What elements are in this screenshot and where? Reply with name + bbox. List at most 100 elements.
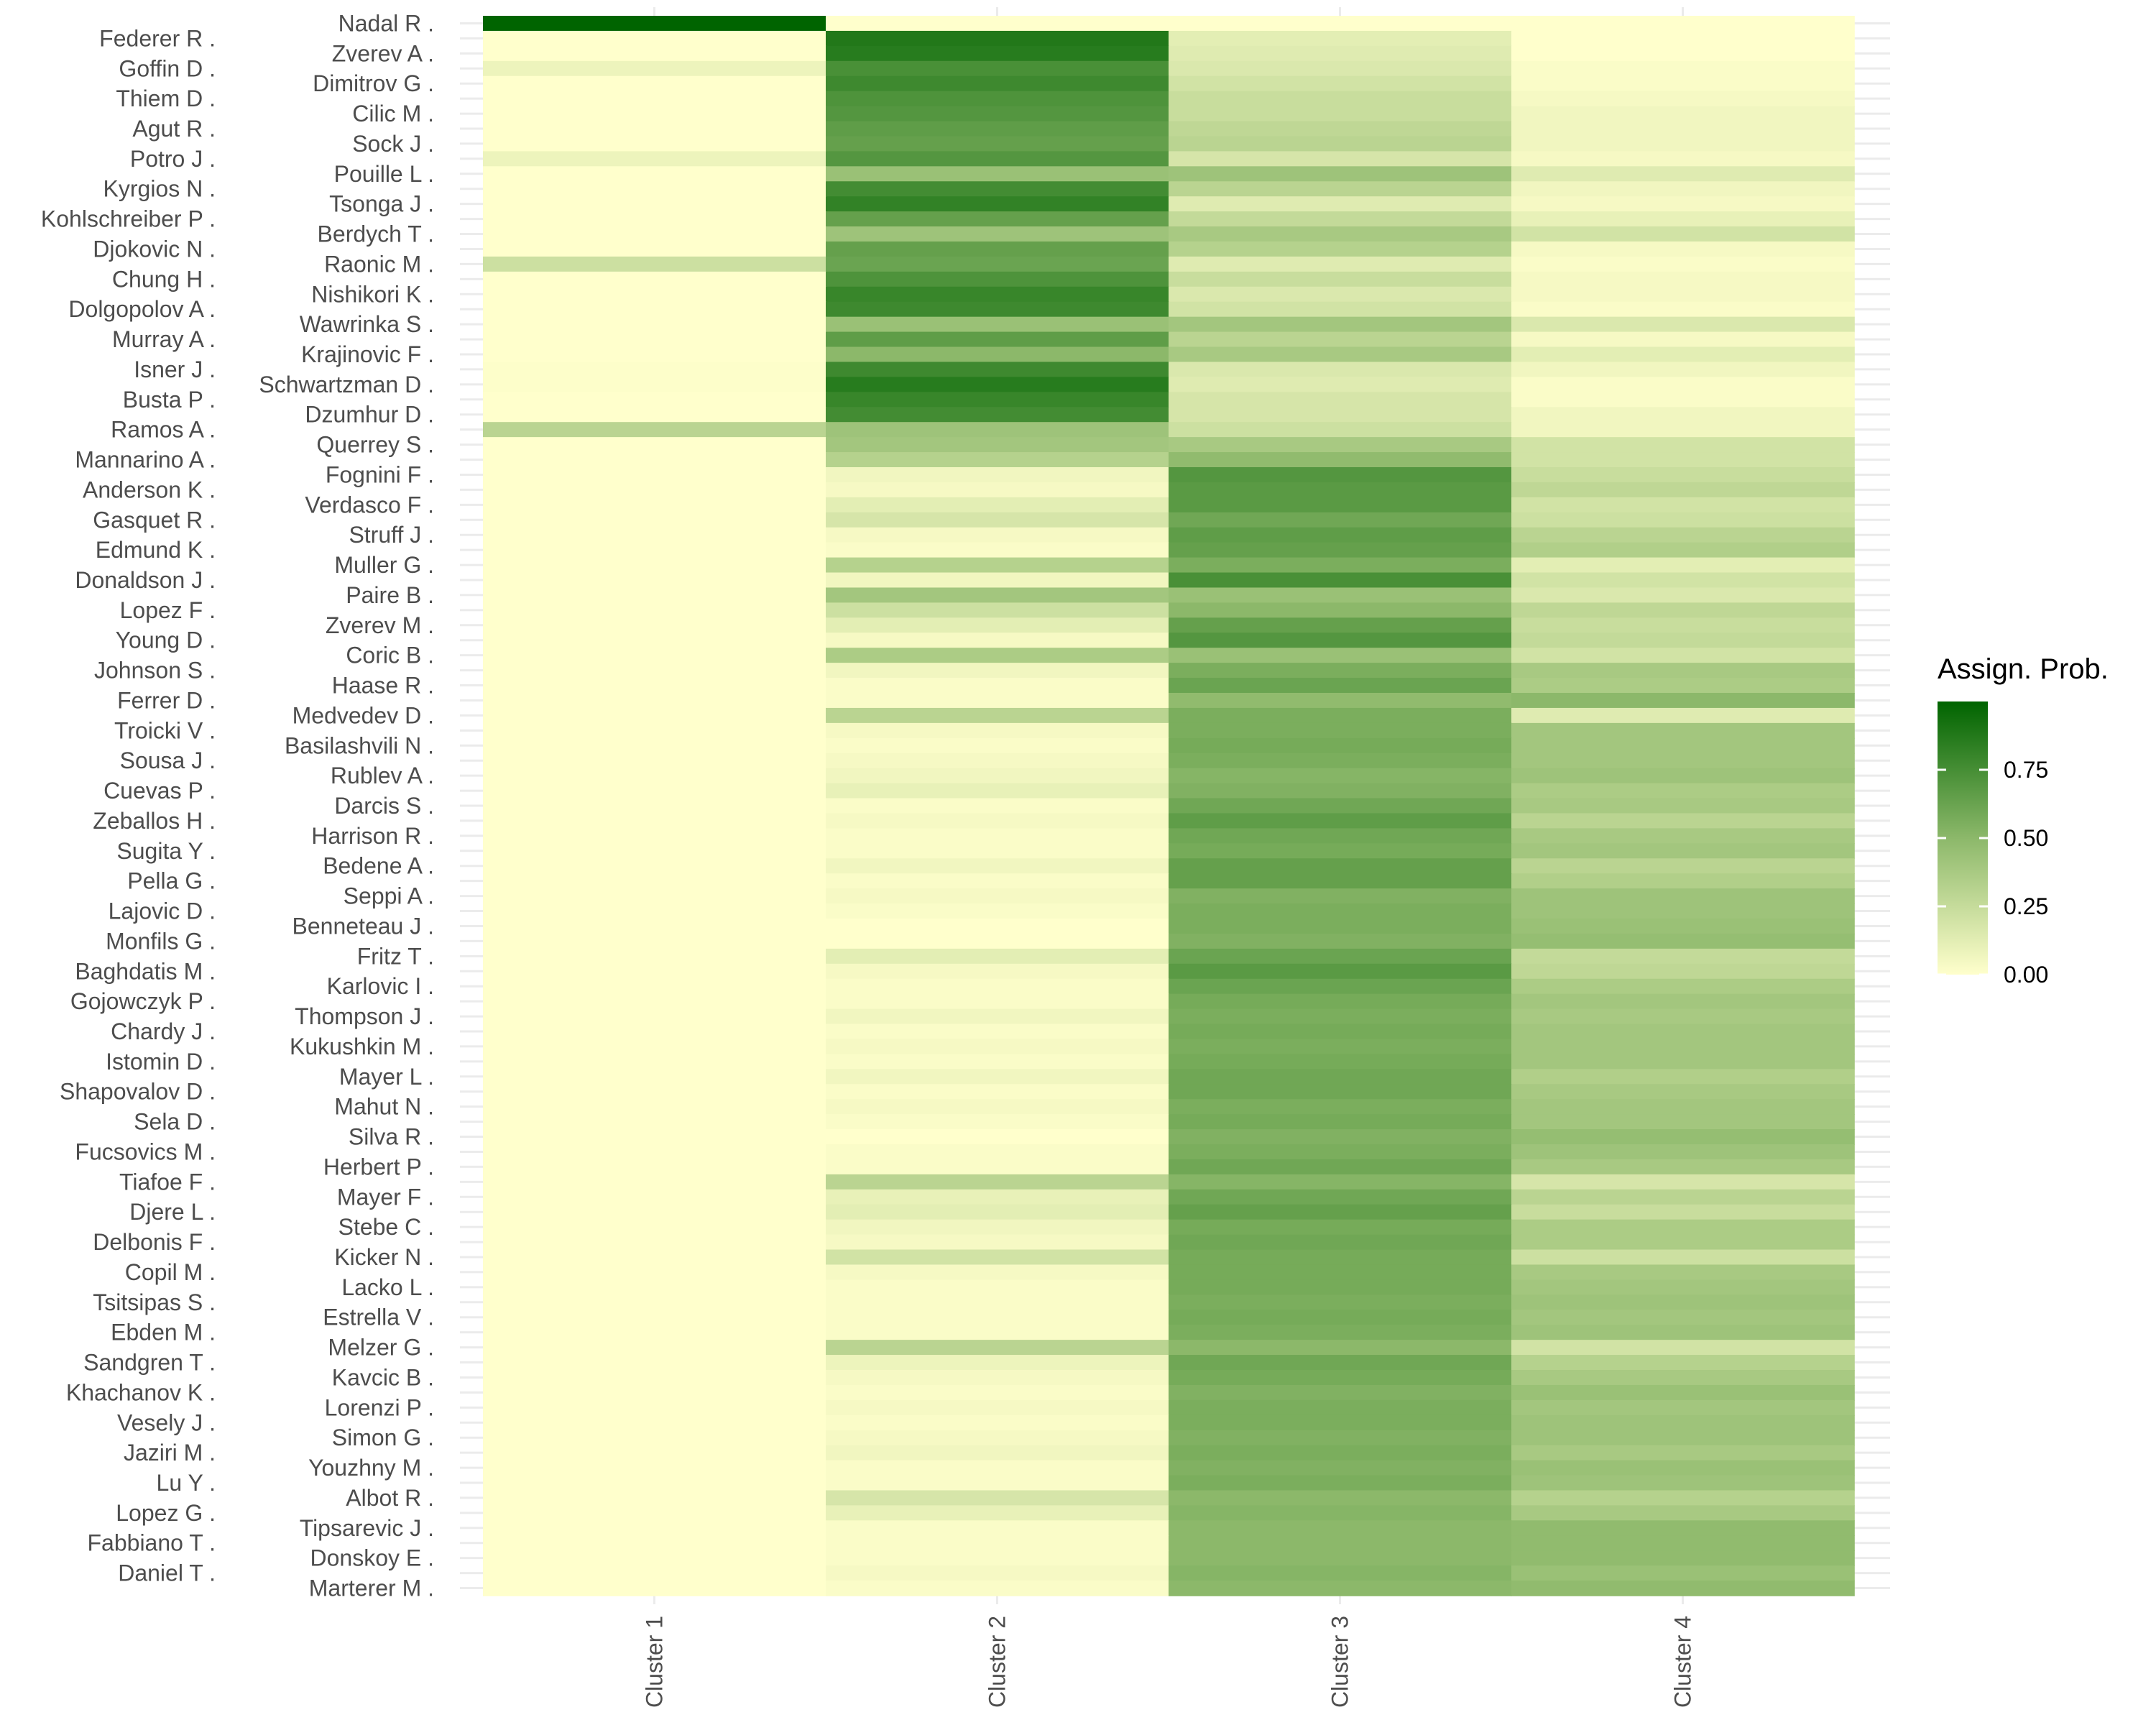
heatmap-cell bbox=[483, 828, 826, 845]
y-tick-label: Tsonga J . bbox=[329, 191, 434, 217]
heatmap-cell bbox=[1169, 1399, 1512, 1416]
heatmap-cell bbox=[1169, 121, 1512, 137]
heatmap-cell bbox=[1169, 16, 1512, 32]
heatmap-cell bbox=[1169, 1370, 1512, 1386]
y-tick-label: Darcis S . bbox=[334, 793, 434, 819]
heatmap-cell bbox=[826, 557, 1169, 574]
y-tick-label: Tipsarevic J . bbox=[300, 1515, 434, 1541]
heatmap-cell bbox=[826, 286, 1169, 303]
heatmap-cell bbox=[826, 648, 1169, 663]
y-tick-label: Murray A . bbox=[112, 326, 216, 352]
heatmap-cell bbox=[1169, 91, 1512, 107]
heatmap-cell bbox=[1169, 256, 1512, 272]
heatmap-cell bbox=[483, 1581, 826, 1596]
heatmap-cell bbox=[826, 1550, 1169, 1566]
heatmap-cell bbox=[1169, 271, 1512, 288]
heatmap-cell bbox=[483, 422, 826, 438]
heatmap-cell bbox=[1511, 1084, 1855, 1100]
legend-title: Assign. Prob. bbox=[1938, 653, 2109, 685]
heatmap-cell bbox=[483, 1204, 826, 1220]
heatmap-cell bbox=[1169, 873, 1512, 889]
y-tick-label: Kohlschreiber P . bbox=[41, 206, 216, 232]
heatmap-cell bbox=[826, 1204, 1169, 1220]
heatmap-cell bbox=[1511, 482, 1855, 498]
heatmap-cell bbox=[1169, 45, 1512, 62]
heatmap-cell bbox=[1169, 407, 1512, 423]
heatmap-cell bbox=[1169, 798, 1512, 814]
heatmap-cell bbox=[1511, 843, 1855, 860]
heatmap-cell bbox=[1511, 978, 1855, 995]
y-tick-label: Melzer G . bbox=[328, 1335, 434, 1361]
legend-tick-label: 0.00 bbox=[2004, 962, 2048, 988]
heatmap-cell bbox=[826, 722, 1169, 739]
y-tick-label: Medvedev D . bbox=[292, 702, 434, 728]
heatmap-cell bbox=[826, 1129, 1169, 1145]
heatmap-cell bbox=[826, 813, 1169, 829]
heatmap-cell bbox=[826, 933, 1169, 949]
y-tick-label: Djokovic N . bbox=[93, 236, 216, 262]
y-tick-label: Raonic M . bbox=[324, 251, 434, 277]
heatmap-cell bbox=[1169, 1069, 1512, 1085]
heatmap-cell bbox=[483, 45, 826, 62]
heatmap-cell bbox=[483, 497, 826, 513]
legend-ticks: 0.00 0.25 0.50 0.75 bbox=[1938, 757, 2048, 988]
heatmap-cell bbox=[1169, 948, 1512, 965]
heatmap-cell bbox=[1511, 903, 1855, 919]
heatmap-cell bbox=[1169, 1430, 1512, 1446]
heatmap-cell bbox=[1511, 1565, 1855, 1581]
heatmap-cell bbox=[1511, 1430, 1855, 1446]
heatmap-cell bbox=[483, 331, 826, 348]
heatmap-cell bbox=[826, 1234, 1169, 1251]
legend-tick-label: 0.50 bbox=[2004, 825, 2048, 851]
heatmap-cell bbox=[1169, 1325, 1512, 1340]
y-tick-label: Lu Y . bbox=[157, 1470, 216, 1496]
y-tick-label: Busta P . bbox=[123, 387, 216, 413]
heatmap-cell bbox=[1511, 722, 1855, 739]
y-tick-label: Querrey S . bbox=[316, 432, 434, 458]
heatmap-cell bbox=[1169, 1535, 1512, 1551]
y-tick-label: Mahut N . bbox=[334, 1094, 434, 1120]
y-tick-label: Edmund K . bbox=[96, 537, 216, 563]
heatmap-cell bbox=[1169, 648, 1512, 663]
heatmap-cell bbox=[1511, 602, 1855, 619]
heatmap-cell bbox=[1169, 933, 1512, 949]
y-tick-label: Herbert P . bbox=[323, 1154, 434, 1179]
heatmap-cell bbox=[483, 1535, 826, 1551]
y-tick-label: Fognini F . bbox=[326, 461, 434, 487]
heatmap-cell bbox=[483, 377, 826, 393]
heatmap-cell bbox=[483, 1279, 826, 1296]
heatmap-cell bbox=[483, 678, 826, 694]
y-tick-label: Zverev M . bbox=[326, 612, 434, 638]
heatmap-cell bbox=[826, 1535, 1169, 1551]
y-tick-label: Istomin D . bbox=[106, 1049, 216, 1075]
heatmap-cell bbox=[1511, 1024, 1855, 1040]
heatmap-cell bbox=[483, 1325, 826, 1340]
heatmap-cell bbox=[1511, 151, 1855, 167]
heatmap-cell bbox=[483, 693, 826, 709]
heatmap-cell bbox=[1169, 106, 1512, 122]
heatmap-cell bbox=[826, 1039, 1169, 1055]
heatmap-cell bbox=[826, 1294, 1169, 1311]
heatmap-cell bbox=[483, 136, 826, 152]
heatmap-cell bbox=[826, 1249, 1169, 1266]
heatmap-cell bbox=[1169, 467, 1512, 483]
heatmap-cell bbox=[826, 828, 1169, 845]
heatmap-cell bbox=[1511, 512, 1855, 528]
heatmap-cell bbox=[1169, 919, 1512, 934]
heatmap-cell bbox=[1169, 678, 1512, 694]
heatmap-cell bbox=[1511, 587, 1855, 604]
heatmap-cell bbox=[1511, 1249, 1855, 1266]
heatmap-cell bbox=[1511, 768, 1855, 784]
heatmap-cell bbox=[1169, 1565, 1512, 1581]
heatmap-cell bbox=[1169, 1310, 1512, 1325]
heatmap-cell bbox=[1169, 346, 1512, 363]
heatmap-cell bbox=[826, 1008, 1169, 1025]
heatmap-cell bbox=[1511, 181, 1855, 197]
heatmap-cell bbox=[1169, 30, 1512, 47]
heatmap-cell bbox=[483, 1310, 826, 1325]
heatmap-cell bbox=[483, 226, 826, 242]
heatmap-cell bbox=[826, 1430, 1169, 1446]
heatmap-cell bbox=[826, 903, 1169, 919]
heatmap-cell bbox=[1511, 632, 1855, 648]
heatmap-cell bbox=[483, 211, 826, 227]
